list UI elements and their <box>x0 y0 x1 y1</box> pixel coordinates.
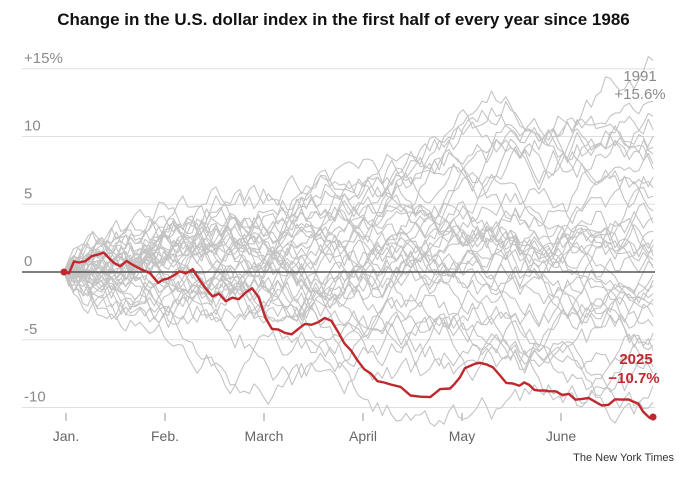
annotation-1991-year: 1991 <box>623 68 656 85</box>
x-tick-label: March <box>245 428 284 444</box>
series-lines <box>63 56 654 427</box>
x-tick-label: April <box>349 428 377 444</box>
annotation-2025-value: −10.7% <box>608 370 659 387</box>
y-tick-label: 0 <box>24 253 32 270</box>
series-line <box>63 115 654 288</box>
y-tick-label: 5 <box>24 185 32 202</box>
series-line <box>63 56 654 277</box>
highlight-line <box>63 251 654 420</box>
series-line <box>63 139 654 326</box>
series-line <box>63 107 654 277</box>
series-line <box>63 232 654 310</box>
series-line <box>63 201 654 323</box>
series-line <box>63 271 654 405</box>
end-point <box>649 413 657 421</box>
y-tick-label: -10 <box>24 389 46 406</box>
x-tick-label: Jan. <box>53 428 79 444</box>
series-line <box>63 215 654 393</box>
annotation-2025-year: 2025 <box>619 351 652 368</box>
series-line <box>63 217 654 338</box>
series-line <box>63 223 654 391</box>
annotation-1991-value: +15.6% <box>614 86 665 103</box>
grid-lines <box>22 68 655 408</box>
series-line <box>63 170 654 307</box>
x-axis: Jan. Feb. March April May June <box>53 413 577 444</box>
series-line <box>63 264 654 409</box>
series-line <box>63 262 654 427</box>
credit: The New York Times <box>573 452 674 464</box>
y-tick-label: 10 <box>24 118 41 135</box>
chart-title: Change in the U.S. dollar index in the f… <box>57 10 630 29</box>
series-line <box>63 195 654 351</box>
start-point <box>60 268 68 276</box>
series-line <box>63 269 654 370</box>
series-line <box>63 90 654 293</box>
highlight-series <box>60 251 657 421</box>
series-line <box>63 100 654 273</box>
series-line <box>63 101 654 273</box>
y-tick-label: +15% <box>24 50 63 67</box>
series-line <box>63 255 654 395</box>
series-line <box>63 158 654 301</box>
y-tick-label: -5 <box>24 321 37 338</box>
y-axis: +15% 10 5 0 -5 -10 <box>24 50 63 406</box>
x-tick-label: May <box>449 428 475 444</box>
series-line <box>63 227 654 321</box>
x-tick-label: June <box>546 428 577 444</box>
series-line <box>63 232 654 327</box>
x-tick-label: Feb. <box>151 428 179 444</box>
